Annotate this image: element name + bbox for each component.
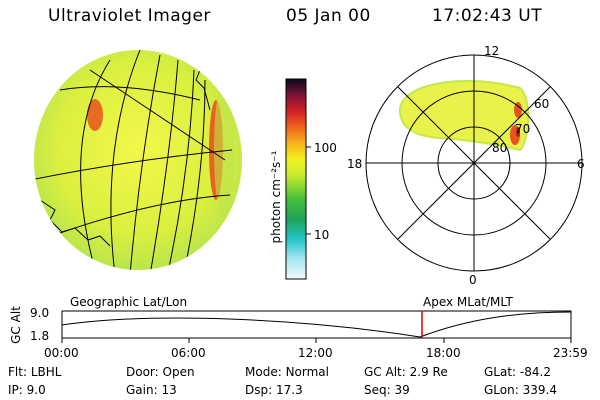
status-seq: Seq: 39 <box>364 383 410 397</box>
mlt-label-6: 6 <box>577 157 585 171</box>
lat-label-70: 70 <box>515 122 531 136</box>
aurora-spot-left <box>87 99 103 131</box>
x-tick-0600: 06:00 <box>171 346 206 360</box>
polar-plot <box>365 54 583 272</box>
coastline <box>39 199 111 247</box>
colorbar <box>285 78 311 280</box>
geographic-grid <box>34 50 233 270</box>
mlt-label-18: 18 <box>347 157 363 171</box>
status-mode: Mode: Normal <box>245 365 329 379</box>
instrument-title: Ultraviolet Imager <box>48 6 211 26</box>
status-glat: GLat: -84.2 <box>484 365 551 379</box>
apex-caption: Apex MLat/MLT <box>423 295 513 309</box>
auroral-oval <box>398 79 530 152</box>
y-tick-9: 9.0 <box>30 306 50 320</box>
y-tick-1-8: 1.8 <box>30 329 50 343</box>
colorbar-tick-10: 10 <box>314 228 330 242</box>
x-tick-2359: 23:59 <box>553 346 588 360</box>
polar-grid <box>365 54 583 272</box>
status-ip: IP: 9.0 <box>8 383 46 397</box>
colorbar-unit-label: photon cm⁻²s⁻¹ <box>269 150 283 244</box>
lat-label-80: 80 <box>492 141 508 155</box>
x-tick-1200: 12:00 <box>298 346 333 360</box>
mlt-label-12: 12 <box>484 44 500 58</box>
mlt-label-0: 0 <box>469 273 477 287</box>
colorbar-tick-100: 100 <box>314 141 337 155</box>
status-gc-alt: GC Alt: 2.9 Re <box>364 365 448 379</box>
x-tick-1800: 18:00 <box>426 346 461 360</box>
status-gain: Gain: 13 <box>126 383 177 397</box>
status-door: Door: Open <box>126 365 195 379</box>
geographic-caption: Geographic Lat/Lon <box>70 295 188 309</box>
lat-label-60: 60 <box>534 97 550 111</box>
date-label: 05 Jan 00 <box>286 6 371 26</box>
altitude-timeline <box>61 310 572 343</box>
earth-disk-image <box>34 50 242 270</box>
status-flt: Flt: LBHL <box>8 365 62 379</box>
x-tick-0000: 00:00 <box>44 346 79 360</box>
timeline-y-label: GC Alt <box>9 306 23 344</box>
altitude-curve <box>61 311 572 338</box>
status-glon: GLon: 339.4 <box>484 383 557 397</box>
time-label: 17:02:43 UT <box>432 6 543 26</box>
status-dsp: Dsp: 17.3 <box>245 383 303 397</box>
